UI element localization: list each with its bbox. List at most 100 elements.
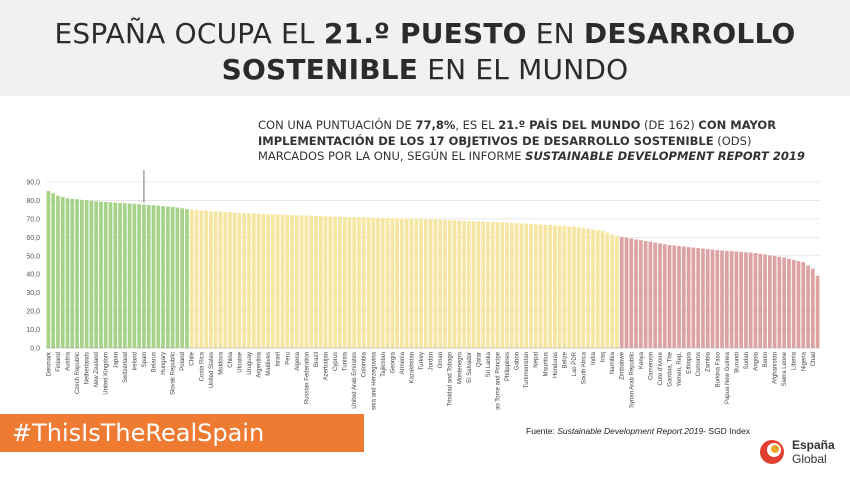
bar (400, 218, 404, 348)
bar (146, 204, 151, 348)
bar (323, 216, 328, 348)
bar (615, 235, 619, 348)
x-tick-label: Switzerland (123, 352, 129, 383)
bar (643, 240, 648, 348)
x-tick-label: Sudan (744, 352, 750, 369)
bar (395, 218, 400, 348)
bar (638, 240, 643, 348)
x-tick-label: Colombia (362, 351, 368, 377)
bar (691, 247, 696, 348)
bar (390, 218, 395, 348)
bar (452, 220, 457, 348)
bar (815, 275, 820, 348)
x-tick-label: Austria (66, 351, 72, 370)
bar (280, 214, 285, 348)
bar (304, 215, 309, 348)
bar (791, 259, 796, 348)
bar (677, 246, 681, 348)
x-tick-label: Benin (763, 352, 769, 367)
bar (137, 204, 142, 348)
x-tick-label: Zambia (706, 351, 712, 372)
bar (380, 217, 385, 348)
bar (414, 218, 419, 348)
x-tick-label: Slovak Republic (171, 352, 177, 395)
x-tick-label: Algeria (295, 351, 301, 370)
bar (309, 215, 314, 348)
x-tick-label: China (228, 351, 234, 367)
x-tick-label: Russian Federation (304, 352, 310, 404)
chart-subtitle: CON UNA PUNTUACIÓN DE 77,8%, ES EL 21.º … (258, 118, 805, 163)
bar (404, 218, 409, 348)
x-tick-label: Finland (56, 352, 62, 372)
x-tick-label: Uruguay (247, 352, 253, 375)
bar (51, 193, 56, 348)
x-tick-label: Honduras (553, 352, 559, 378)
espana-global-logo: España Global (750, 432, 850, 472)
bar (266, 214, 271, 348)
spain-callout-line (143, 170, 145, 203)
bar (428, 219, 433, 348)
bar (634, 239, 638, 348)
x-tick-label: Jordan (429, 352, 435, 370)
bar (46, 190, 51, 348)
bar (495, 222, 500, 348)
bar (438, 219, 443, 348)
bar (118, 202, 122, 348)
x-tick-label: Ethiopia (687, 351, 693, 373)
bar (529, 223, 533, 348)
bar (251, 213, 256, 348)
bar (366, 217, 371, 348)
x-tick-label: Yemen, Rep. (677, 352, 683, 387)
bar (142, 204, 146, 348)
x-tick-label: Comoros (696, 352, 702, 376)
bar (710, 249, 715, 348)
bar (581, 227, 586, 348)
bar (409, 218, 414, 348)
x-tick-label: Lao PDR (572, 351, 578, 376)
bar (753, 253, 758, 348)
bar (763, 254, 767, 348)
bar (165, 206, 170, 348)
x-tick-label: Nepal (534, 352, 540, 368)
x-tick-label: Mauritius (543, 352, 549, 376)
bar (748, 252, 753, 348)
x-tick-label: Namibia (610, 351, 616, 374)
bar (729, 251, 734, 348)
x-tick-label: Maldives (266, 352, 272, 376)
bar (247, 213, 251, 348)
x-tick-label: Angola (754, 351, 760, 370)
bar (505, 222, 509, 348)
x-tick-label: Japan (113, 352, 119, 368)
x-tick-label: Azerbaijan (324, 352, 330, 380)
bar (423, 219, 428, 348)
x-tick-label: Netherlands (85, 352, 91, 384)
x-tick-label: Gabon (515, 352, 521, 370)
bar (328, 216, 333, 348)
bar (672, 245, 677, 348)
x-tick-label: Israel (276, 352, 282, 367)
x-tick-label: Tajikistan (381, 352, 387, 377)
x-tick-label: Nigeria (801, 351, 807, 371)
bar (500, 222, 505, 348)
bar (385, 218, 390, 348)
bar (433, 219, 438, 348)
bar (653, 242, 658, 348)
bar (199, 210, 204, 348)
bar (189, 209, 194, 348)
x-tick-label: Bosnia and Herzegovina (371, 351, 377, 410)
bar (122, 203, 127, 348)
x-tick-label: United Kingdom (104, 352, 110, 395)
bar (758, 253, 763, 348)
bar (552, 225, 557, 348)
bar (275, 214, 280, 348)
bar (56, 195, 60, 348)
x-tick-label: Kenya (639, 351, 645, 369)
x-tick-label: El Salvador (467, 352, 473, 383)
bar (419, 218, 423, 348)
bar (490, 222, 495, 348)
x-tick-label: Chad (811, 352, 817, 366)
hashtag-banner: #ThisIsTheRealSpain (0, 414, 364, 452)
bar (75, 199, 79, 348)
bar (371, 217, 376, 348)
x-tick-label: Burkina Faso (715, 351, 721, 387)
